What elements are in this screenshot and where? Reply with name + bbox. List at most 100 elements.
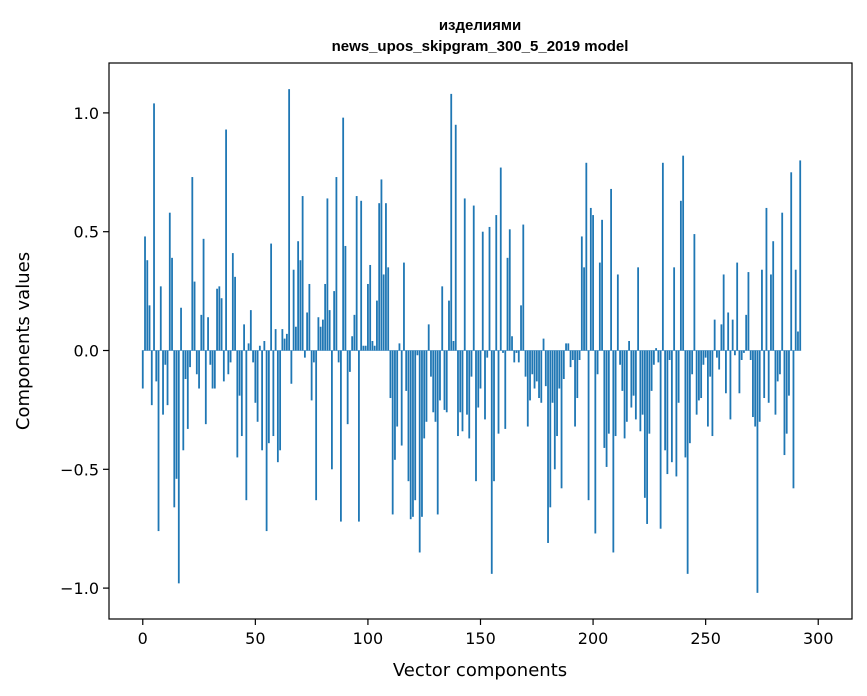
bar-253	[711, 350, 714, 437]
bar-223	[643, 350, 646, 498]
bar-0	[141, 350, 144, 389]
bar-14	[173, 350, 176, 508]
bar-158	[497, 350, 500, 434]
bar-103	[373, 345, 376, 351]
bar-245	[693, 234, 696, 351]
bar-116	[403, 262, 405, 351]
bar-225	[648, 350, 651, 434]
bar-266	[740, 350, 743, 360]
bar-126	[425, 350, 428, 422]
bar-284	[781, 212, 784, 351]
bar-191	[571, 350, 574, 360]
bar-221	[639, 350, 642, 432]
bar-289	[792, 350, 795, 489]
bar-127	[427, 324, 430, 351]
bar-99	[364, 345, 367, 351]
bar-165	[513, 350, 516, 363]
bar-28	[204, 350, 207, 425]
bar-25	[198, 350, 200, 389]
bar-121	[414, 350, 417, 501]
bar-185	[558, 350, 561, 389]
bar-196	[583, 267, 585, 351]
bar-273	[756, 350, 759, 593]
bar-69	[297, 241, 300, 351]
bar-73	[306, 312, 309, 351]
bar-151	[481, 231, 484, 351]
bar-136	[448, 300, 450, 351]
bar-249	[702, 350, 705, 365]
bar-147	[472, 205, 475, 351]
bar-139	[454, 124, 457, 351]
bar-98	[362, 345, 365, 351]
bar-59	[274, 329, 277, 351]
bar-115	[400, 350, 403, 446]
bar-8	[159, 286, 162, 351]
bar-264	[736, 262, 739, 351]
bar-276	[763, 350, 766, 399]
plot-frame	[108, 62, 853, 620]
bar-232	[664, 350, 667, 451]
bar-224	[646, 350, 649, 524]
bar-236	[673, 267, 676, 351]
bar-1	[144, 236, 146, 351]
bar-162	[506, 257, 509, 351]
bar-210	[614, 350, 617, 437]
bar-173	[531, 350, 534, 375]
bar-254	[713, 319, 716, 351]
bar-54	[263, 341, 266, 351]
bar-163	[508, 229, 511, 351]
bar-288	[790, 172, 793, 351]
bar-279	[770, 274, 772, 351]
bar-75	[310, 350, 313, 401]
bar-41	[234, 276, 236, 351]
bar-257	[720, 324, 723, 351]
bar-155	[490, 350, 493, 574]
x-tick-label: 300	[803, 629, 834, 648]
bar-255	[716, 350, 718, 358]
bar-248	[700, 350, 703, 399]
bar-160	[502, 350, 504, 353]
bar-211	[616, 274, 619, 351]
bar-35	[220, 298, 223, 351]
bar-49	[252, 350, 254, 363]
bar-102	[371, 341, 374, 351]
x-tick-label: 0	[138, 629, 148, 648]
bar-29	[207, 317, 209, 351]
bar-220	[637, 267, 640, 351]
bar-85	[333, 291, 336, 351]
bar-64	[285, 333, 288, 351]
bar-178	[542, 338, 545, 351]
bar-201	[594, 350, 597, 534]
bar-12	[168, 212, 171, 351]
bar-157	[495, 215, 498, 351]
bar-106	[380, 179, 383, 351]
bar-18	[182, 350, 185, 451]
bar-161	[504, 350, 507, 429]
bar-215	[625, 350, 628, 422]
bar-154	[488, 226, 491, 351]
y-tick-label: −1.0	[60, 579, 99, 598]
bar-109	[387, 267, 390, 351]
bar-62	[281, 329, 284, 351]
bar-182	[551, 350, 554, 403]
bar-204	[601, 219, 603, 351]
bar-268	[745, 314, 748, 351]
bar-81	[324, 283, 327, 351]
bar-144	[466, 350, 468, 415]
bar-212	[619, 350, 621, 365]
bar-149	[477, 350, 480, 408]
bar-175	[535, 350, 538, 382]
bar-176	[538, 350, 540, 399]
y-tick-label: 1.0	[74, 104, 99, 123]
bar-278	[767, 350, 770, 403]
bar-234	[668, 350, 671, 360]
bar-229	[657, 350, 660, 363]
bar-134	[443, 350, 446, 410]
bar-17	[180, 307, 182, 351]
bar-120	[412, 350, 414, 517]
chart-title-line1: изделиями	[439, 17, 521, 34]
bar-170	[524, 350, 527, 377]
bar-247	[698, 350, 700, 401]
bar-146	[470, 350, 473, 377]
